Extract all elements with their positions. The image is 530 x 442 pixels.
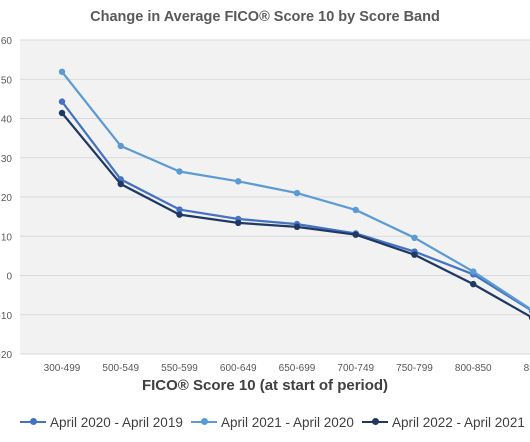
legend-label-series-1: April 2020 - April 2019 [50,414,183,430]
y-tick-label: -10 [0,311,12,322]
x-axis-title: FICO® Score 10 (at start of period) [141,377,389,394]
data-point [235,219,242,227]
data-point [352,231,359,238]
data-point [176,168,183,175]
x-tick-label: 650-699 [279,363,316,374]
chart-title: Change in Average FICO® Score 10 by Scor… [90,9,440,25]
data-point [117,180,124,188]
x-tick-label: 750-799 [396,363,433,374]
y-tick-label: 10 [1,232,13,243]
legend-swatch-series-1 [20,412,46,432]
series-lines [58,68,530,320]
legend-item-series-1: April 2020 - April 2019 [20,412,183,432]
legend-swatch-series-2 [191,412,217,432]
legend-label-series-2: April 2021 - April 2020 [221,414,354,430]
y-tick-label: 30 [1,154,13,165]
x-tick-label: 700-749 [337,363,374,374]
data-point [352,206,359,214]
data-point [293,189,301,197]
series-3 [58,109,530,320]
data-point [58,98,66,105]
x-tick-label: 550-599 [161,363,198,374]
data-point [411,234,418,242]
x-tick-label: 600-649 [220,363,257,374]
y-tick-label: 60 [1,36,13,47]
legend: April 2020 - April 2019 April 2021 - Apr… [0,412,530,434]
y-tick-label: 50 [1,75,13,86]
legend-swatch-series-3 [362,412,388,432]
y-tick-label: 0 [6,272,12,283]
data-point [235,178,242,185]
data-point [117,142,124,150]
data-point [176,211,183,218]
legend-item-series-2: April 2021 - April 2020 [191,412,354,432]
x-tick-label: 800-850 [455,363,492,374]
y-tick-label: 20 [1,193,13,204]
y-tick-label: 40 [1,115,13,126]
data-point [470,280,477,288]
legend-label-series-3: April 2022 - April 2021 [392,414,525,430]
data-point [293,223,301,231]
series-2 [58,68,530,313]
data-point [58,68,66,75]
x-tick-label: 300-499 [44,363,81,374]
data-point [58,109,66,117]
x-tick-label: 850 [524,363,530,374]
legend-item-series-3: April 2022 - April 2021 [362,412,525,432]
data-point [470,268,477,275]
y-axis-tick-labels: -20 -10 0 10 20 30 40 50 60 [0,36,12,361]
data-point [411,251,418,258]
x-tick-label: 500-549 [102,363,139,374]
x-axis-tick-labels: 300-499 500-549 550-599 600-649 650-699 700-7… [44,363,530,374]
data-point [176,206,183,213]
y-tick-label: -20 [0,350,12,361]
